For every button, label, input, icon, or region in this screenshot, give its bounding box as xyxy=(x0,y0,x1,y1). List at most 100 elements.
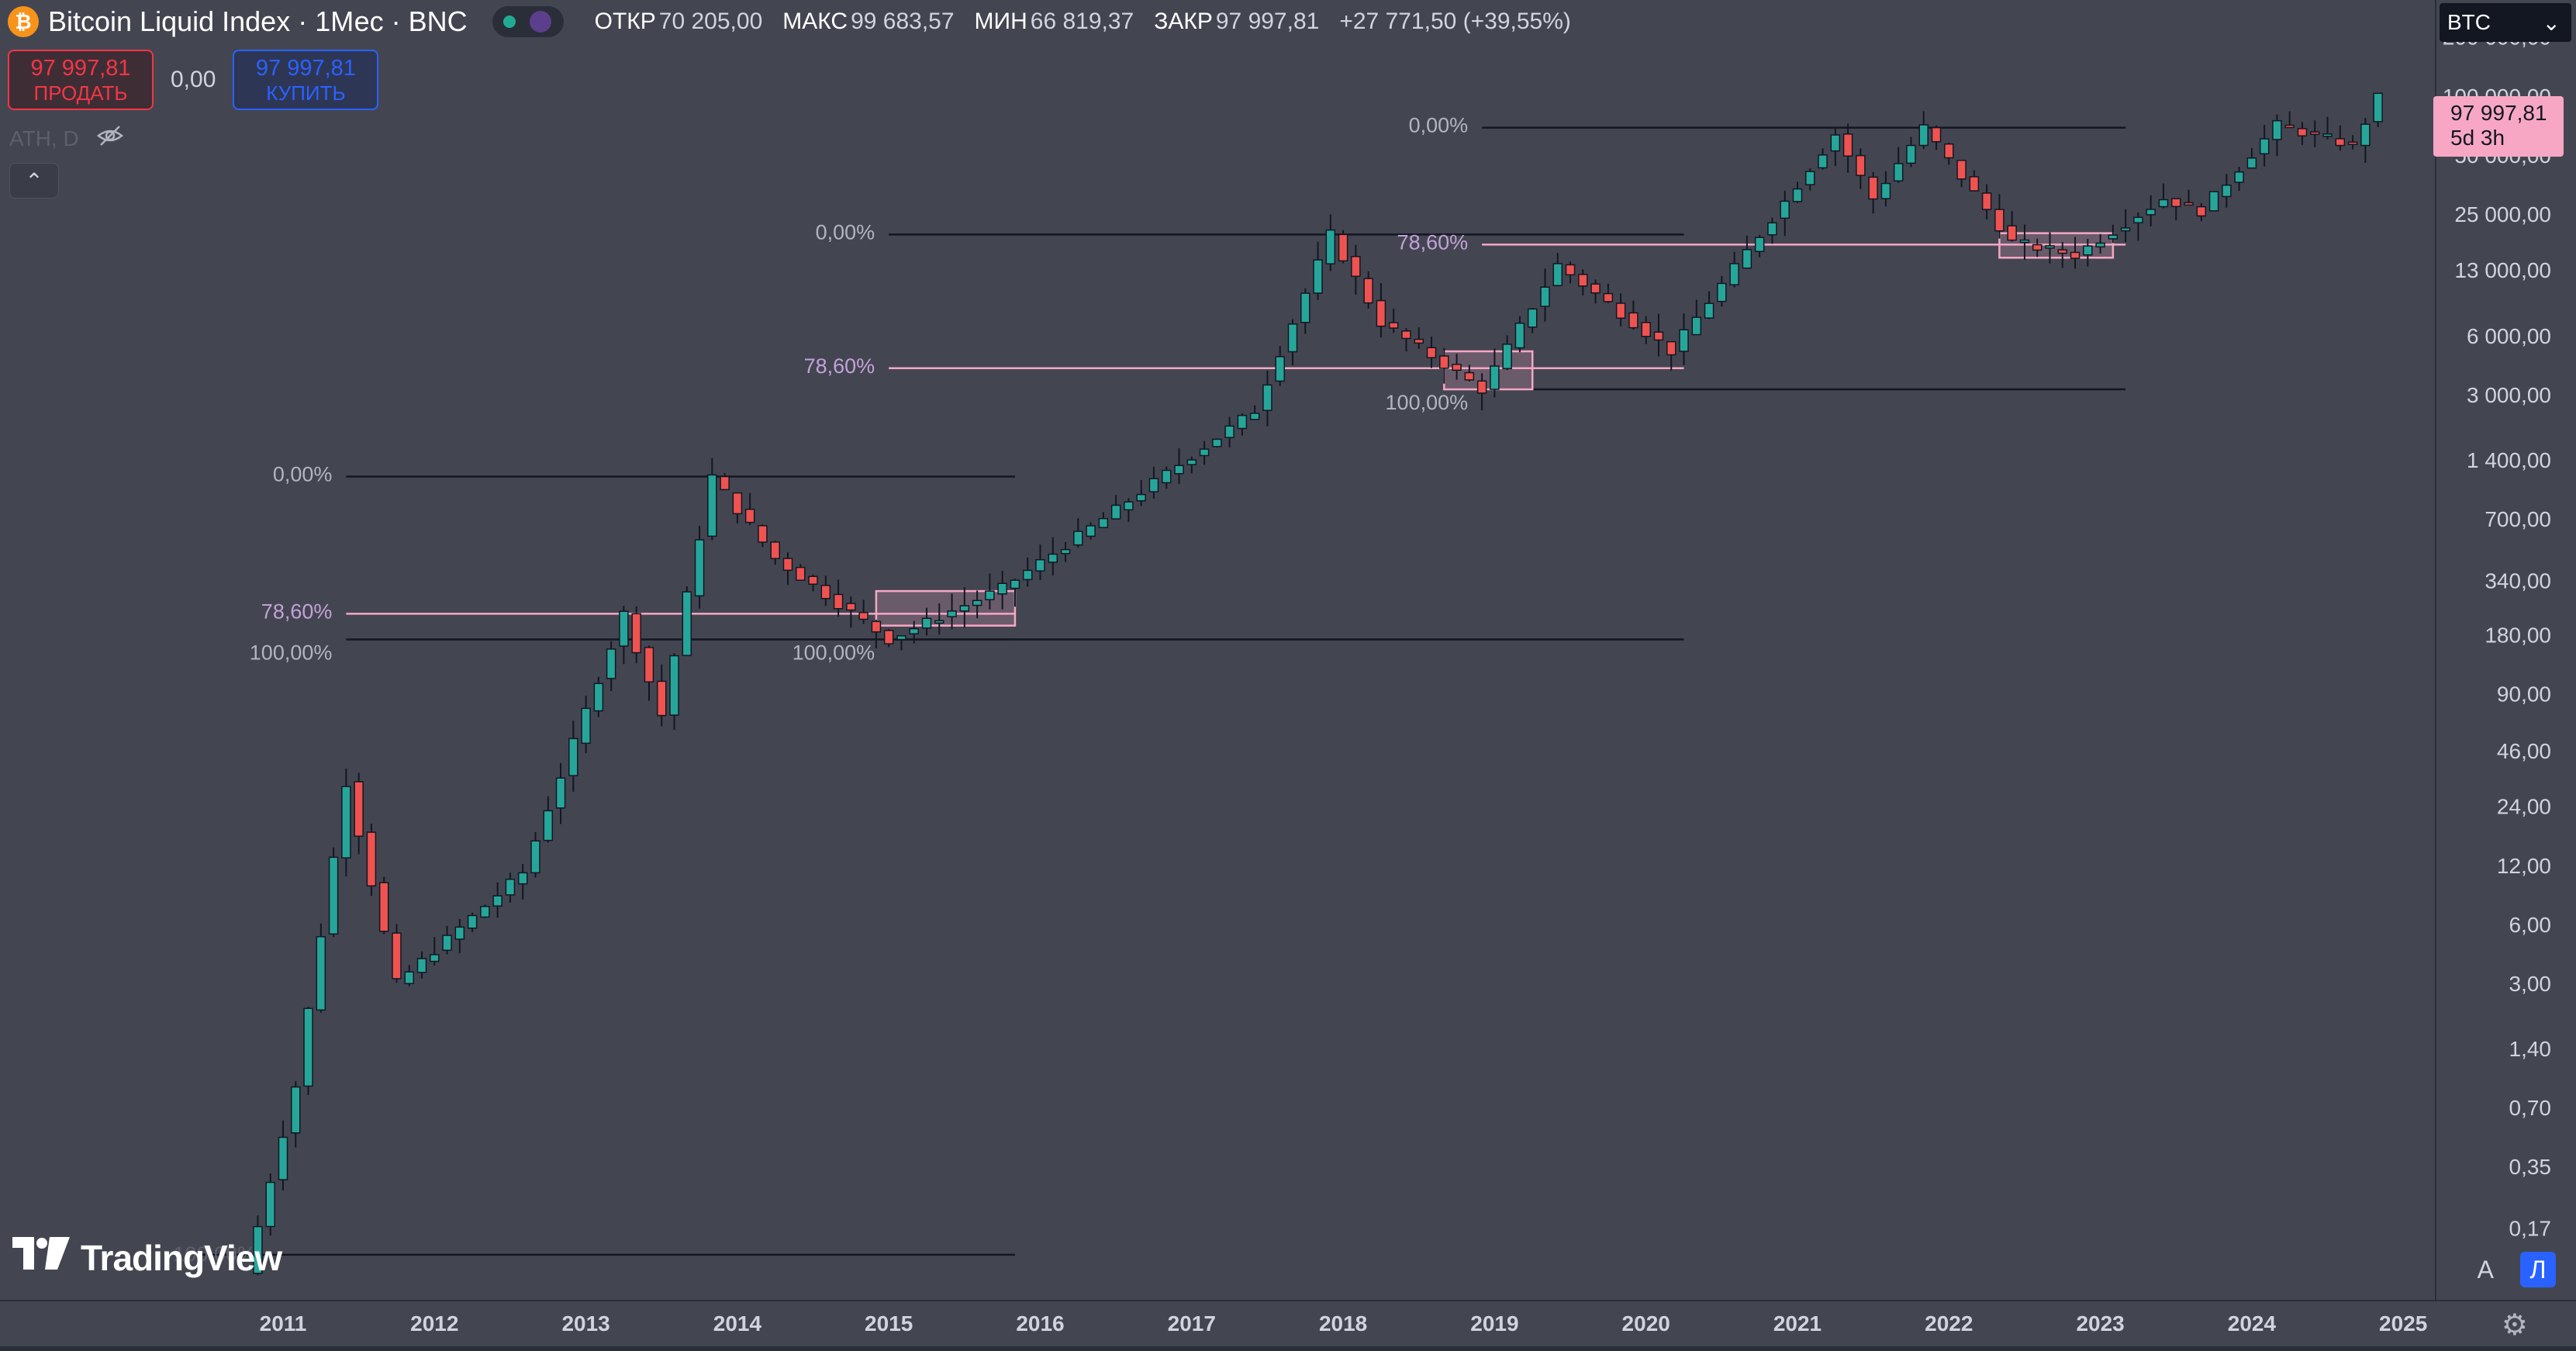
price-scale: 200 000,00100 000,0050 000,0025 000,0013… xyxy=(2443,26,2551,1241)
symbol-title[interactable]: Bitcoin Liquid Index · 1Мес · BNC xyxy=(48,5,468,37)
candle-body xyxy=(2019,239,2030,244)
sell-label: ПРОДАТЬ xyxy=(33,81,128,105)
candle-body xyxy=(896,635,906,641)
candle-body xyxy=(2272,119,2282,140)
candle-body xyxy=(1704,302,1714,319)
candle-body xyxy=(392,932,402,980)
candle-body xyxy=(291,1086,301,1134)
candle-body xyxy=(1048,553,1058,563)
symbol-select[interactable]: BTC ⌄ xyxy=(2440,3,2571,42)
candle-body xyxy=(1514,322,1525,349)
time-scale: 2011 2012 2013 2014 2015 2016 2017 2018 2019 2020… xyxy=(260,1311,2428,1335)
candle-body xyxy=(1590,283,1601,294)
candle-body xyxy=(1641,322,1651,337)
fib-label: 0,00% xyxy=(1409,114,1469,137)
price-tick-label: 24,00 xyxy=(2497,795,2551,819)
bottom-edge xyxy=(0,1346,2576,1351)
low-key: МИН xyxy=(974,9,1027,34)
price-tick-label: 0,35 xyxy=(2509,1155,2552,1179)
candle-body xyxy=(1880,182,1891,199)
candle-body xyxy=(606,648,616,679)
symbol-select-value: BTC xyxy=(2447,10,2491,34)
time-tick-label: 2014 xyxy=(713,1311,762,1335)
gear-icon[interactable]: ⚙ xyxy=(2501,1309,2528,1342)
candle-body xyxy=(278,1136,288,1180)
candle-body xyxy=(1073,530,1083,546)
indicator-name[interactable]: ATH, D xyxy=(9,126,79,150)
candle-body xyxy=(1729,263,1739,285)
candle-body xyxy=(1124,501,1134,511)
fib-label: 0,00% xyxy=(273,462,333,485)
time-tick-label: 2013 xyxy=(561,1311,609,1335)
candle-body xyxy=(454,926,465,940)
candle-body xyxy=(341,786,351,859)
fib-label: 78,60% xyxy=(804,354,875,378)
candle-body xyxy=(1022,569,1033,581)
candle-body xyxy=(720,475,730,491)
price-tick-label: 180,00 xyxy=(2484,623,2551,647)
candle-body xyxy=(1540,286,1550,307)
candle-body xyxy=(1388,322,1399,329)
candle-body xyxy=(758,525,768,543)
candle-body xyxy=(1439,355,1449,369)
time-tick-label: 2018 xyxy=(1319,1311,1367,1335)
candle-body xyxy=(1098,517,1109,528)
candle-body xyxy=(1906,144,1916,164)
price-tick-label: 12,00 xyxy=(2497,854,2551,878)
candle-body xyxy=(2184,202,2194,206)
candle-body xyxy=(1363,278,1373,304)
candle-body xyxy=(2322,133,2333,137)
time-tick-label: 2015 xyxy=(865,1311,913,1335)
auto-scale-button[interactable]: A xyxy=(2477,1255,2494,1284)
visibility-toggle[interactable] xyxy=(492,6,564,37)
time-tick-label: 2012 xyxy=(410,1311,458,1335)
price-tick-label: 3 000,00 xyxy=(2467,383,2551,407)
buy-price: 97 997,81 xyxy=(255,56,356,81)
candle-body xyxy=(732,492,743,515)
candle-body xyxy=(1565,264,1576,276)
candle-body xyxy=(1452,364,1462,371)
sell-button[interactable]: 97 997,81 ПРОДАТЬ xyxy=(8,50,154,110)
candle-body xyxy=(1742,249,1752,269)
scale-buttons: A Л xyxy=(2478,1252,2556,1287)
brand-text: TradingView xyxy=(81,1237,282,1278)
buy-button[interactable]: 97 997,81 КУПИТЬ xyxy=(233,50,379,110)
time-tick-label: 2024 xyxy=(2228,1311,2277,1335)
candle-body xyxy=(2208,191,2219,212)
candle-body xyxy=(1010,579,1020,589)
candle-body xyxy=(959,605,970,612)
candle-body xyxy=(2158,199,2169,208)
time-tick-label: 2017 xyxy=(1168,1311,1216,1335)
hidden-eye-icon[interactable] xyxy=(96,124,124,154)
candle-body xyxy=(1628,312,1638,329)
candle-body xyxy=(2146,209,2156,216)
candle-body xyxy=(366,831,377,887)
candle-body xyxy=(1490,365,1500,390)
candle-body xyxy=(316,936,326,1011)
candle-body xyxy=(593,682,604,712)
candle-body xyxy=(833,593,844,610)
candle-body xyxy=(744,508,755,523)
candle-body xyxy=(1376,299,1386,327)
price-tick-label: 0,17 xyxy=(2509,1217,2552,1241)
tradingview-logo: TradingView xyxy=(12,1236,282,1279)
candle-body xyxy=(1527,308,1538,328)
candle-body xyxy=(1275,356,1285,382)
candle-body xyxy=(2335,138,2346,147)
collapse-legend-button[interactable]: ⌃ xyxy=(9,163,59,199)
candle-body xyxy=(985,590,995,600)
fib-label: 100,00% xyxy=(792,641,875,665)
candle-body xyxy=(492,895,502,907)
price-tick-label: 340,00 xyxy=(2484,568,2551,593)
price-tick-label: 1 400,00 xyxy=(2467,448,2551,472)
trade-panel: 97 997,81 ПРОДАТЬ 0,00 97 997,81 КУПИТЬ xyxy=(8,50,379,110)
candle-body xyxy=(1035,558,1045,572)
candle-body xyxy=(1767,222,1777,236)
log-scale-button[interactable]: Л xyxy=(2520,1252,2556,1287)
candle-body xyxy=(2083,245,2093,256)
candle-body xyxy=(1856,154,1866,176)
indicator-legend: ATH, D xyxy=(9,124,124,154)
candle-body xyxy=(820,585,831,599)
candle-body xyxy=(442,935,452,952)
